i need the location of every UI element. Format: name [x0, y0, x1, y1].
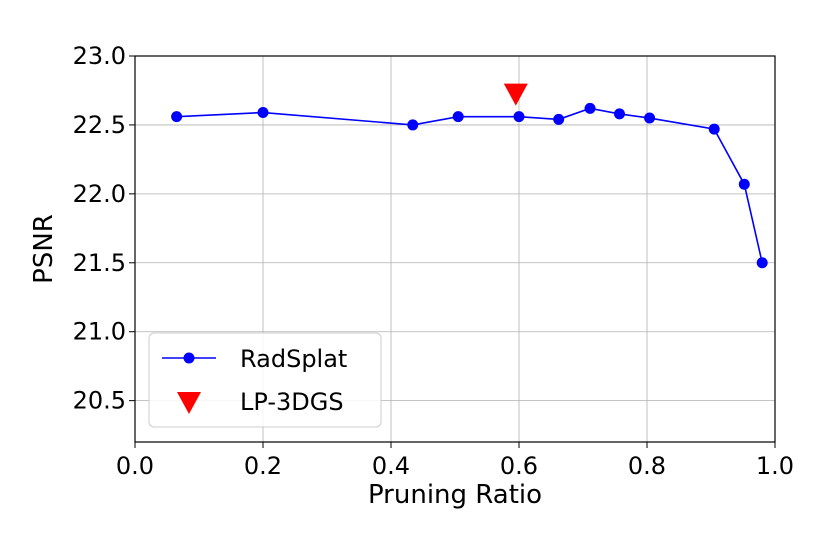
grid-lines: [134, 55, 776, 442]
data-point-radsplat: [613, 108, 625, 120]
data-point-radsplat: [513, 111, 525, 123]
legend-lp3dgs-label: LP-3DGS: [240, 388, 344, 416]
data-point-radsplat: [452, 111, 464, 123]
y-tick-label: 22.0: [73, 180, 126, 208]
y-tick-label: 21.5: [73, 249, 126, 277]
data-point-radsplat: [407, 119, 419, 131]
data-point-radsplat: [756, 257, 768, 269]
x-tick-label: 1.0: [756, 452, 794, 480]
series-layer: [171, 83, 768, 269]
data-point-radsplat: [257, 107, 269, 119]
y-tick-label: 21.0: [73, 318, 126, 346]
data-point-radsplat: [553, 113, 565, 125]
x-tick-label: 0.2: [244, 452, 282, 480]
x-tick-label: 0.0: [116, 452, 154, 480]
x-tick-label: 0.4: [372, 452, 410, 480]
y-axis-label: PSNR: [29, 214, 59, 284]
x-axis-label: Pruning Ratio: [368, 480, 542, 510]
data-point-radsplat: [584, 102, 596, 114]
x-tick-label: 0.6: [500, 452, 538, 480]
plot-frame: [134, 55, 776, 443]
x-tick-label: 0.8: [628, 452, 666, 480]
data-point-radsplat: [708, 123, 720, 135]
data-point-radsplat: [171, 111, 183, 123]
data-point-radsplat: [644, 112, 656, 124]
legend-box: [148, 332, 382, 428]
data-point-lp-3dgs: [503, 83, 528, 106]
legend-radsplat-marker: [183, 352, 195, 364]
y-tick-label: 20.5: [73, 387, 126, 415]
y-tick-label: 22.5: [73, 111, 126, 139]
legend: RadSplat LP-3DGS: [148, 332, 382, 428]
legend-lp3dgs-marker: [177, 392, 201, 414]
y-tick-label: 23.0: [73, 42, 126, 70]
data-point-radsplat: [738, 178, 750, 190]
legend-radsplat-label: RadSplat: [240, 345, 347, 373]
axis-ticks: 0.0 0.2 0.4 0.6 0.8 1.0 20.5 21.0 21.5 22.0 22.5 23…: [73, 42, 795, 480]
series-line-radsplat: [176, 107, 763, 263]
